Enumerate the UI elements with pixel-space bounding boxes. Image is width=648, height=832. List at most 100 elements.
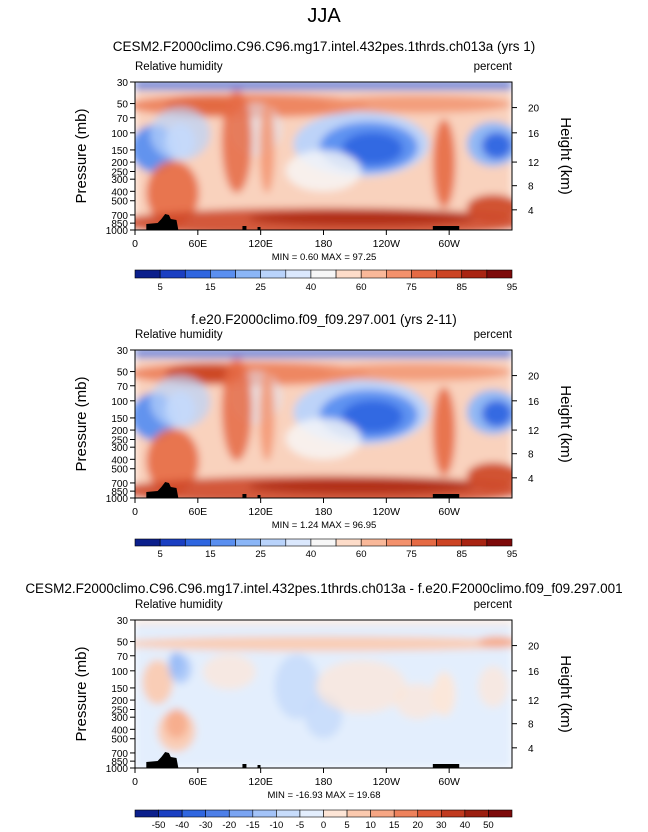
height-tick-label: 16 — [528, 397, 540, 408]
chart-panel-1: CESM2.F2000climo.C96.C96.mg17.intel.432p… — [73, 39, 574, 293]
colorbar-box — [276, 809, 301, 818]
colorbar-box — [181, 809, 206, 818]
height-tick-label: 8 — [528, 182, 534, 193]
x-tick-label: 120E — [248, 506, 273, 518]
y-tick-label: 300 — [111, 175, 128, 186]
field-blob — [395, 683, 441, 720]
y-tick-label: 700 — [111, 479, 128, 490]
data-field-blurred — [135, 350, 512, 498]
colorbar-label: 40 — [306, 549, 317, 560]
field-blob — [259, 372, 275, 461]
y-tick-label: 700 — [111, 211, 128, 222]
colorbar-label: 60 — [356, 549, 367, 560]
colorbar-box — [134, 538, 161, 547]
colorbar-box — [285, 269, 312, 279]
colorbar-box — [486, 269, 513, 279]
chart-title: CESM2.F2000climo.C96.C96.mg17.intel.432p… — [25, 581, 622, 596]
colorbar-label: -50 — [152, 820, 166, 831]
x-tick-label: 120W — [373, 506, 401, 518]
y-tick-label: 300 — [111, 443, 128, 454]
y-tick-label: 70 — [117, 652, 129, 663]
field-blob — [478, 665, 509, 708]
data-field-blurred — [135, 620, 512, 768]
colorbar-box — [299, 809, 324, 818]
colorbar-box — [386, 269, 412, 279]
colorbar-label: 85 — [456, 282, 467, 293]
colorbar-label: -40 — [175, 820, 189, 831]
colorbar-box — [461, 269, 488, 279]
y-tick-label: 50 — [117, 368, 129, 379]
y-tick-label: 1000 — [106, 764, 129, 775]
y-axis-title: Pressure (mb) — [73, 108, 90, 203]
colorbar-label: 10 — [365, 820, 376, 831]
y-tick-label: 850 — [111, 219, 128, 230]
colorbar-label: 95 — [507, 549, 518, 560]
colorbar-box — [310, 538, 337, 547]
colorbar-label: 5 — [157, 282, 162, 293]
x-tick-label: 180 — [315, 238, 333, 250]
field-blob — [466, 194, 512, 222]
field-blob — [285, 150, 362, 192]
terrain-patch — [257, 227, 261, 230]
y-tick-label: 100 — [111, 129, 128, 140]
height-tick-label: 16 — [528, 667, 540, 678]
colorbar-box — [310, 269, 337, 279]
colorbar-box — [158, 809, 183, 818]
colorbar-label: 25 — [255, 282, 266, 293]
colorbar-label: 75 — [406, 282, 417, 293]
colorbar-box — [386, 538, 412, 547]
field-blob — [342, 400, 403, 433]
field-blob — [481, 400, 512, 427]
x-tick-label: 60W — [438, 776, 460, 788]
colorbar-box — [360, 269, 387, 279]
height-tick-label: 12 — [528, 696, 540, 707]
y-tick-label: 500 — [111, 735, 128, 746]
field-blob — [323, 95, 512, 114]
x-tick-label: 120E — [248, 238, 273, 250]
colorbar-box — [184, 269, 211, 279]
field-blob — [221, 357, 252, 462]
field-blob — [150, 107, 211, 161]
y-tick-label: 70 — [117, 382, 129, 393]
field-blob — [248, 478, 475, 494]
y-tick-label: 250 — [111, 705, 128, 716]
min-max-label: MIN = 0.60 MAX = 97.25 — [272, 252, 377, 263]
data-field — [135, 620, 512, 768]
y-tick-label: 50 — [117, 100, 129, 111]
colorbar-label: 5 — [157, 549, 162, 560]
y-tick-label: 250 — [111, 435, 128, 446]
x-tick-label: 60W — [438, 238, 460, 250]
y-tick-label: 30 — [117, 78, 129, 89]
y-tick-label: 150 — [111, 414, 128, 425]
field-blob — [323, 363, 512, 382]
height-tick-label: 4 — [528, 474, 534, 485]
terrain-patch — [242, 494, 247, 498]
y-tick-label: 700 — [111, 749, 128, 760]
field-blob — [142, 659, 173, 705]
colorbar-box — [134, 269, 161, 279]
field-blob — [478, 636, 512, 649]
colorbar-box — [252, 809, 277, 818]
x-tick-label: 60E — [188, 776, 207, 788]
colorbar-label: -5 — [296, 820, 304, 831]
y-tick-label: 70 — [117, 114, 129, 125]
colorbar-box — [260, 269, 287, 279]
field-blob — [342, 132, 403, 165]
terrain-patch — [257, 765, 261, 768]
colorbar-box — [159, 538, 186, 547]
height-tick-label: 8 — [528, 720, 534, 731]
colorbar-box — [210, 269, 236, 279]
chart-title: CESM2.F2000climo.C96.C96.mg17.intel.432p… — [113, 39, 535, 54]
y-tick-label: 30 — [117, 346, 129, 357]
field-strat-band-2 — [135, 355, 512, 359]
colorbar-label: 40 — [306, 282, 317, 293]
terrain-tibet — [146, 482, 179, 498]
x-tick-label: 120E — [248, 776, 273, 788]
field-strat-band — [135, 350, 512, 356]
y-axis-title: Pressure (mb) — [73, 646, 90, 741]
colorbar-box — [461, 538, 488, 547]
field-blob — [432, 387, 456, 476]
y-axis-right-title: Height (km) — [557, 117, 574, 195]
terrain-andes — [432, 494, 460, 498]
colorbar-box — [285, 538, 312, 547]
